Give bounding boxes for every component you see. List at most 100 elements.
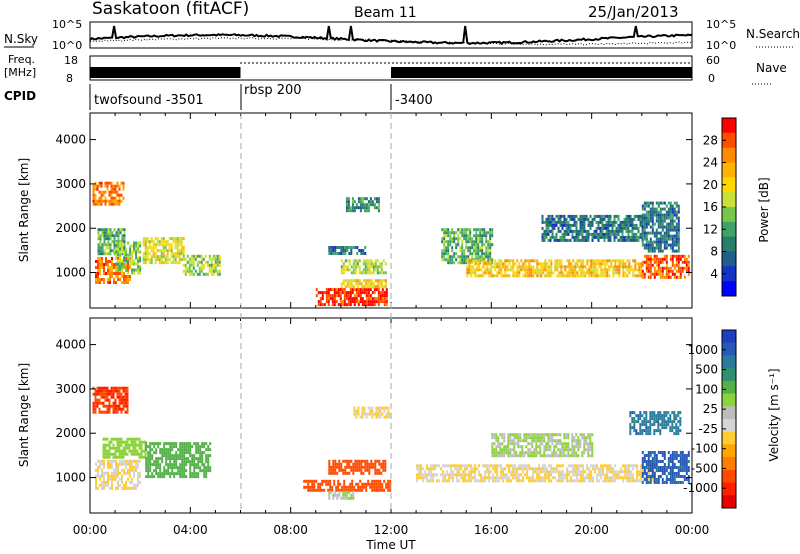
data-cell: [588, 271, 591, 275]
data-cell: [94, 401, 97, 405]
data-cell: [112, 401, 115, 405]
data-cell: [461, 255, 464, 259]
data-cell: [351, 288, 354, 292]
data-cell: [671, 210, 674, 214]
data-cell: [592, 265, 595, 269]
data-cell: [592, 271, 595, 275]
data-cell: [104, 199, 107, 203]
data-cell: [616, 473, 619, 477]
data-cell: [119, 241, 122, 245]
data-cell: [527, 436, 530, 440]
data-cell: [109, 243, 112, 247]
colorbar-tick-label: 20: [703, 178, 718, 192]
data-cell: [667, 451, 670, 454]
data-cell: [155, 457, 158, 461]
data-cell: [663, 451, 666, 454]
data-cell: [354, 465, 357, 469]
data-cell: [330, 471, 333, 475]
data-cell: [155, 469, 158, 473]
data-cell: [518, 265, 521, 269]
data-cell: [587, 445, 590, 449]
data-cell: [339, 294, 342, 298]
data-cell: [475, 252, 478, 256]
data-cell: [180, 258, 183, 262]
data-cell: [189, 463, 192, 467]
data-cell: [109, 234, 112, 238]
data-cell: [506, 259, 509, 263]
data-cell: [663, 463, 666, 466]
data-cell: [451, 258, 454, 262]
data-cell: [555, 235, 558, 239]
data-cell: [192, 263, 195, 267]
data-cell: [653, 411, 656, 415]
data-cell: [516, 476, 519, 480]
data-cell: [657, 451, 660, 454]
data-cell: [463, 261, 466, 265]
data-cell: [571, 445, 574, 449]
data-cell: [109, 266, 111, 269]
data-cell: [539, 451, 542, 455]
data-cell: [380, 282, 383, 286]
data-cell: [354, 468, 357, 472]
data-cell: [484, 479, 487, 483]
data-cell: [444, 464, 447, 468]
data-cell: [677, 240, 680, 244]
data-cell: [447, 249, 450, 253]
data-cell: [602, 473, 605, 477]
data-cell: [344, 496, 347, 500]
data-cell: [665, 481, 668, 484]
data-cell: [162, 243, 165, 247]
data-cell: [179, 445, 182, 449]
data-cell: [571, 451, 574, 455]
data-cell: [645, 420, 648, 424]
colorbar-swatch: [722, 147, 736, 163]
data-cell: [197, 448, 200, 452]
data-cell: [685, 257, 688, 261]
data-cell: [127, 253, 130, 257]
data-cell: [651, 451, 654, 454]
data-cell: [336, 252, 339, 255]
data-cell: [441, 255, 444, 259]
data-cell: [549, 214, 552, 218]
data-cell: [137, 471, 139, 475]
colorbar-swatch: [722, 406, 736, 420]
data-cell: [671, 457, 674, 460]
data-cell: [452, 473, 455, 477]
data-cell: [606, 470, 609, 474]
data-cell: [649, 275, 652, 279]
data-cell: [493, 436, 496, 440]
data-cell: [502, 265, 505, 269]
data-cell: [128, 449, 131, 453]
data-cell: [131, 250, 134, 254]
data-cell: [649, 246, 652, 250]
data-cell: [357, 206, 360, 210]
data-cell: [603, 223, 606, 227]
data-cell: [508, 274, 511, 278]
data-cell: [504, 262, 507, 266]
data-cell: [661, 225, 664, 229]
data-cell: [661, 269, 664, 273]
data-cell: [642, 470, 645, 474]
data-cell: [377, 482, 380, 486]
data-cell: [516, 265, 519, 269]
data-cell: [639, 414, 642, 418]
data-cell: [655, 457, 658, 460]
data-cell: [466, 479, 469, 483]
data-cell: [634, 265, 637, 269]
data-cell: [614, 259, 617, 263]
data-cell: [504, 476, 507, 480]
data-cell: [525, 451, 528, 455]
data-cell: [581, 232, 584, 236]
data-cell: [100, 202, 103, 206]
data-cell: [161, 454, 164, 458]
data-cell: [496, 274, 499, 278]
data-cell: [659, 429, 662, 433]
data-cell: [474, 473, 477, 477]
data-cell: [638, 470, 641, 474]
data-cell: [657, 429, 660, 433]
data-cell: [524, 268, 527, 272]
data-cell: [631, 238, 634, 242]
data-cell: [199, 451, 202, 455]
data-cell: [340, 246, 343, 249]
data-cell: [351, 485, 354, 489]
